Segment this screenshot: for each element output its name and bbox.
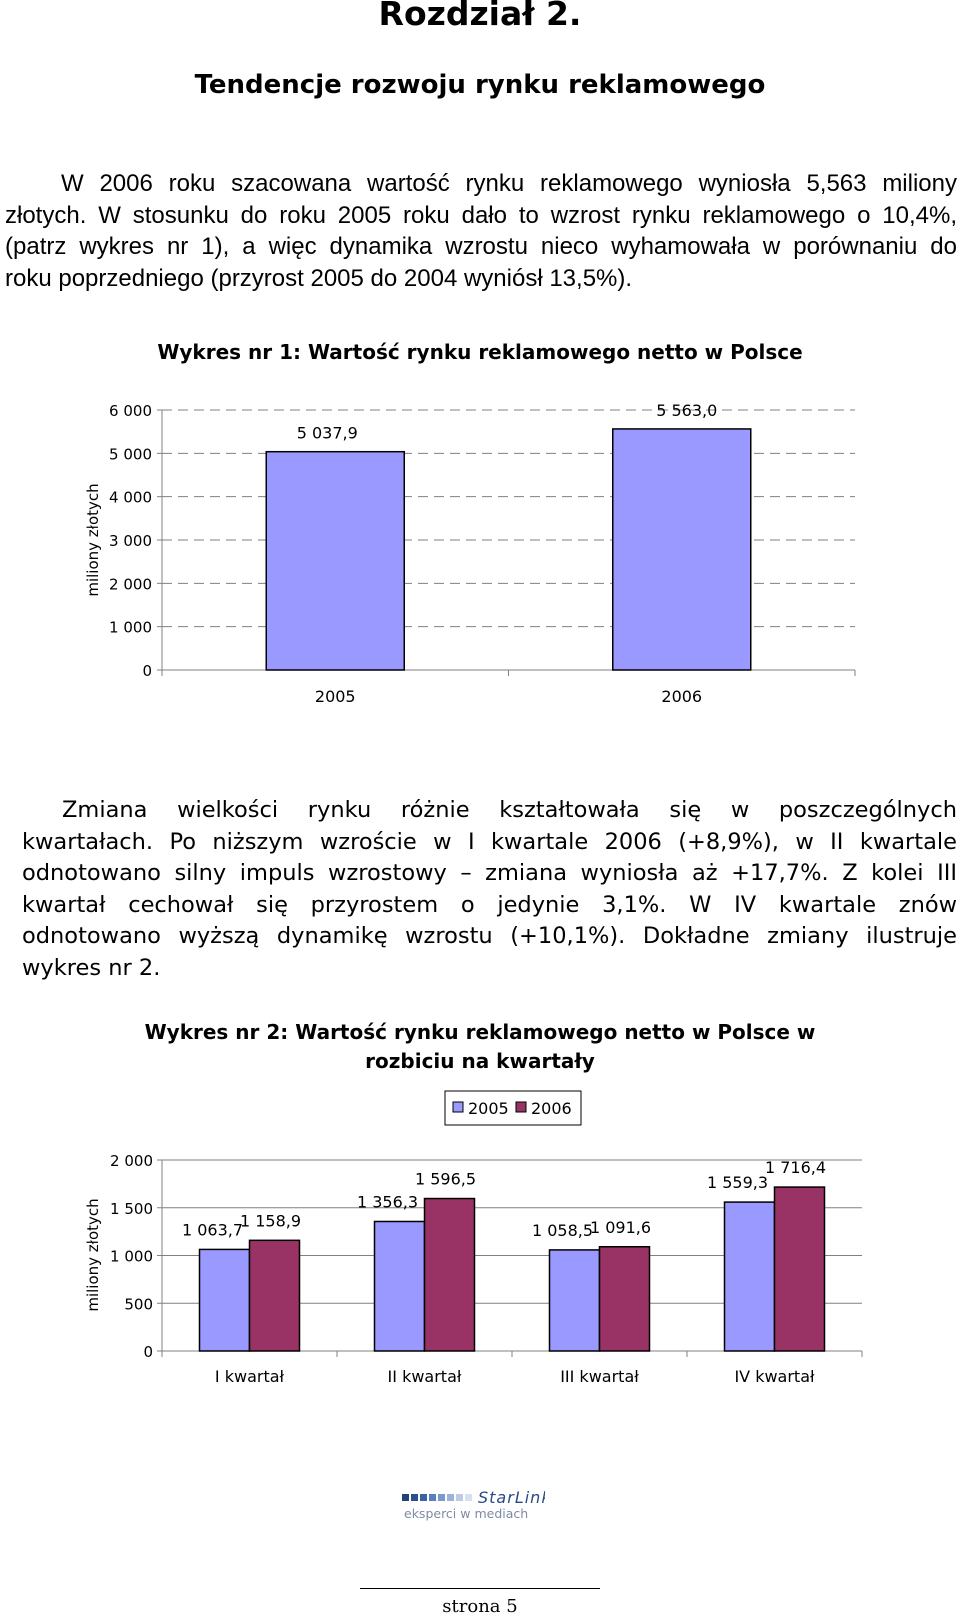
y-tick-label: 0	[143, 1343, 153, 1361]
x-tick-label: 2005	[315, 687, 356, 706]
paragraph-line: złotych. W stosunku do roku 2005 roku da…	[5, 201, 957, 229]
bar-2006	[612, 428, 752, 671]
paragraph-line: Zmiana wielkości rynku różnie kształtowa…	[62, 797, 957, 823]
data-label: 1 058,5	[532, 1221, 593, 1240]
quarterly-paragraph: Zmiana wielkości rynku różnie kształtowa…	[22, 795, 957, 984]
y-tick-label: 500	[124, 1295, 153, 1313]
y-tick-label: 6 000	[109, 402, 152, 420]
data-label: 1 158,9	[240, 1211, 301, 1230]
y-tick-label: 3 000	[109, 532, 152, 550]
y-axis-title: miliony złotych	[84, 483, 102, 596]
data-label: 1 091,6	[590, 1218, 651, 1237]
legend-label: 2006	[531, 1099, 572, 1118]
chart2-title-line: Wykres nr 2: Wartość rynku reklamowego n…	[144, 1020, 816, 1044]
chart2-title: Wykres nr 2: Wartość rynku reklamowego n…	[0, 1018, 960, 1076]
y-tick-label: 1 000	[109, 619, 152, 637]
paragraph-line: wykres nr 2.	[22, 954, 161, 981]
chart2: 2005 2006 0 500 1 000 1 500 2 000 1 063,71 158…	[84, 1090, 863, 1386]
legend-box	[444, 1090, 582, 1126]
y-tick-label: 2 000	[109, 575, 152, 593]
y-tick-label: 2 000	[110, 1152, 153, 1170]
x-tick-label: II kwartał	[388, 1367, 462, 1386]
legend-swatch	[515, 1101, 527, 1113]
y-tick-label: 1 000	[110, 1248, 153, 1266]
y-tick-label: 5 000	[109, 445, 152, 463]
y-tick-label: 1 500	[110, 1200, 153, 1218]
data-label: 1 063,7	[182, 1220, 243, 1239]
x-tick-label: 2006	[661, 687, 702, 706]
paragraph-line: kwartał cechował się przyrostem o jedyni…	[22, 891, 957, 918]
paragraph-line: odnotowano wyższą dynamikę wzrostu (+10,…	[22, 923, 957, 949]
bar-2006	[773, 1186, 826, 1352]
logo-tagline: eksperci w mediach	[404, 1506, 528, 1521]
x-tick-label: III kwartał	[560, 1367, 639, 1386]
y-axis-title: miliony złotych	[84, 1198, 102, 1311]
logo-name: StarLink	[478, 1488, 545, 1507]
bar-2006	[598, 1246, 651, 1352]
legend-label: 2005	[468, 1099, 509, 1118]
chart1: 0 1 000 2 000 3 000 4 000 5 000 6 000 5 037,9 20…	[84, 401, 856, 706]
bar-2006	[423, 1197, 476, 1352]
data-label: 5 037,9	[297, 424, 358, 443]
page-number: strona 5	[442, 1596, 518, 1617]
bar-2006	[248, 1239, 301, 1352]
starlink-logo: StarLink eksperci w mediach	[402, 1488, 545, 1521]
data-label: 5 563,0	[656, 401, 717, 420]
paragraph-line: (patrz wykres nr 1), a więc dynamika wzr…	[5, 233, 957, 260]
bar-2005	[265, 450, 405, 671]
data-label: 1 559,3	[707, 1173, 768, 1192]
logo-mark-icon	[402, 1494, 472, 1501]
x-tick-label: I kwartał	[215, 1367, 285, 1386]
bar-2005	[548, 1249, 601, 1352]
bar-2005	[373, 1220, 426, 1352]
bar-2005	[198, 1248, 251, 1352]
intro-paragraph: W 2006 roku szacowana wartość rynku rekl…	[5, 168, 957, 294]
y-tick-label: 0	[142, 662, 152, 680]
data-label: 1 716,4	[765, 1158, 826, 1177]
x-tick-label: IV kwartał	[734, 1367, 815, 1386]
paragraph-line: odnotowano silny impuls wzrostowy – zmia…	[22, 860, 957, 886]
paragraph-line: W 2006 roku szacowana wartość rynku rekl…	[61, 170, 957, 197]
paragraph-line: kwartałach. Po niższym wzroście w I kwar…	[22, 828, 957, 855]
footer-rule	[360, 1588, 600, 1589]
legend-swatch	[452, 1101, 464, 1113]
bar-2005	[723, 1201, 776, 1352]
section-heading: Tendencje rozwoju rynku reklamowego	[194, 70, 766, 100]
data-label: 1 596,5	[415, 1170, 476, 1189]
chapter-heading: Rozdział 2.	[378, 0, 582, 33]
paragraph-line: roku poprzedniego (przyrost 2005 do 2004…	[5, 264, 633, 292]
chart1-title: Wykres nr 1: Wartość rynku reklamowego n…	[157, 340, 803, 364]
y-tick-label: 4 000	[109, 489, 152, 507]
chart2-title-line: rozbiciu na kwartały	[365, 1049, 595, 1073]
data-label: 1 356,3	[357, 1192, 418, 1211]
